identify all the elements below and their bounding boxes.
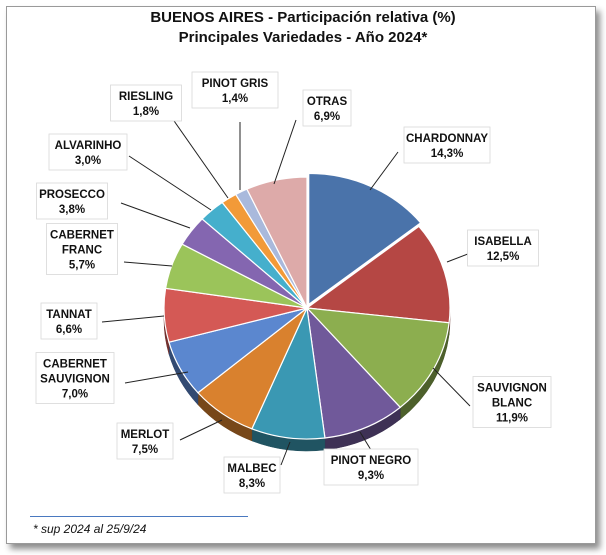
slice-label-box — [110, 84, 182, 122]
leader-line — [369, 151, 399, 191]
slice-category-label: SAUVIGNON — [477, 383, 547, 395]
slice-value-label: 12,5% — [487, 251, 520, 263]
slice-category-label: MALBEC — [227, 463, 276, 475]
slice-value-label: 5,7% — [69, 260, 95, 272]
slice-value-label: 6,9% — [314, 111, 340, 123]
slice-category-label: SAUVIGNON — [40, 374, 110, 386]
leader-line — [101, 315, 165, 323]
slice-label-box — [48, 133, 128, 171]
slice-value-label: 14,3% — [431, 148, 464, 160]
subtitle-line: Principales Variedades - Año 2024* — [178, 29, 428, 46]
slice-value-label: 1,4% — [222, 93, 248, 105]
slice-label-box — [323, 448, 419, 486]
slice-category-label: PINOT NEGRO — [331, 455, 412, 467]
leader-line — [128, 155, 212, 211]
slice-category-label: MERLOT — [121, 429, 170, 441]
pie-slice-sauvignon-blanc — [305, 307, 450, 409]
footnote-divider — [30, 516, 248, 517]
slice-category-label: CABERNET — [43, 359, 107, 371]
slice-value-label: 9,3% — [358, 470, 384, 482]
pie-slice-chardonnay — [308, 172, 422, 306]
pie-slice-isabella — [305, 225, 451, 324]
title-line: BUENOS AIRES - Participación relativa (%… — [150, 9, 456, 26]
footnote: * sup 2024 al 25/9/24 — [33, 522, 147, 536]
leader-line — [120, 202, 191, 229]
slice-label-box — [116, 422, 174, 460]
slice-category-label: RIESLING — [119, 91, 173, 103]
slice-label-box — [302, 89, 352, 127]
slice-label-box — [35, 352, 115, 404]
leader-line — [171, 117, 229, 199]
slice-label-box — [223, 456, 281, 494]
slice-label-box — [467, 229, 539, 267]
slice-label-box — [472, 376, 552, 428]
slice-category-label: OTRAS — [307, 96, 348, 108]
slice-value-label: 7,5% — [132, 444, 158, 456]
chart-title: BUENOS AIRES - Participación relativa (%… — [0, 8, 606, 48]
slice-value-label: 7,0% — [62, 389, 88, 401]
slice-category-label: CHARDONNAY — [406, 133, 488, 145]
pie-slice-pinot-negro — [306, 306, 402, 439]
slice-category-label: BLANC — [492, 398, 532, 410]
slice-label-box — [191, 71, 279, 109]
slice-category-label: PROSECCO — [39, 189, 105, 201]
leader-line — [280, 441, 291, 466]
slice-category-label: TANNAT — [46, 309, 92, 321]
slice-category-label: ISABELLA — [474, 236, 532, 248]
slice-value-label: 3,8% — [59, 204, 85, 216]
slice-category-label: CABERNET — [50, 230, 114, 242]
slice-label-box — [46, 223, 118, 275]
slice-value-label: 11,9% — [496, 413, 528, 425]
slice-category-label: FRANC — [62, 245, 102, 257]
slice-value-label: 6,6% — [56, 324, 82, 336]
leader-line — [124, 371, 189, 384]
leader-line — [359, 431, 372, 451]
slice-value-label: 3,0% — [75, 155, 101, 167]
pie-slice-otras — [246, 176, 308, 309]
leader-line — [432, 367, 471, 407]
slice-value-label: 1,8% — [133, 106, 159, 118]
slice-category-label: ALVARINHO — [55, 140, 122, 152]
leader-line — [273, 119, 297, 185]
slice-value-label: 8,3% — [239, 478, 265, 490]
slice-label-box — [36, 182, 108, 220]
slice-category-label: PINOT GRIS — [202, 78, 269, 90]
slice-label-box — [40, 302, 98, 340]
leader-line — [179, 419, 223, 441]
leader-line — [123, 261, 173, 267]
slice-label-box — [403, 126, 491, 164]
